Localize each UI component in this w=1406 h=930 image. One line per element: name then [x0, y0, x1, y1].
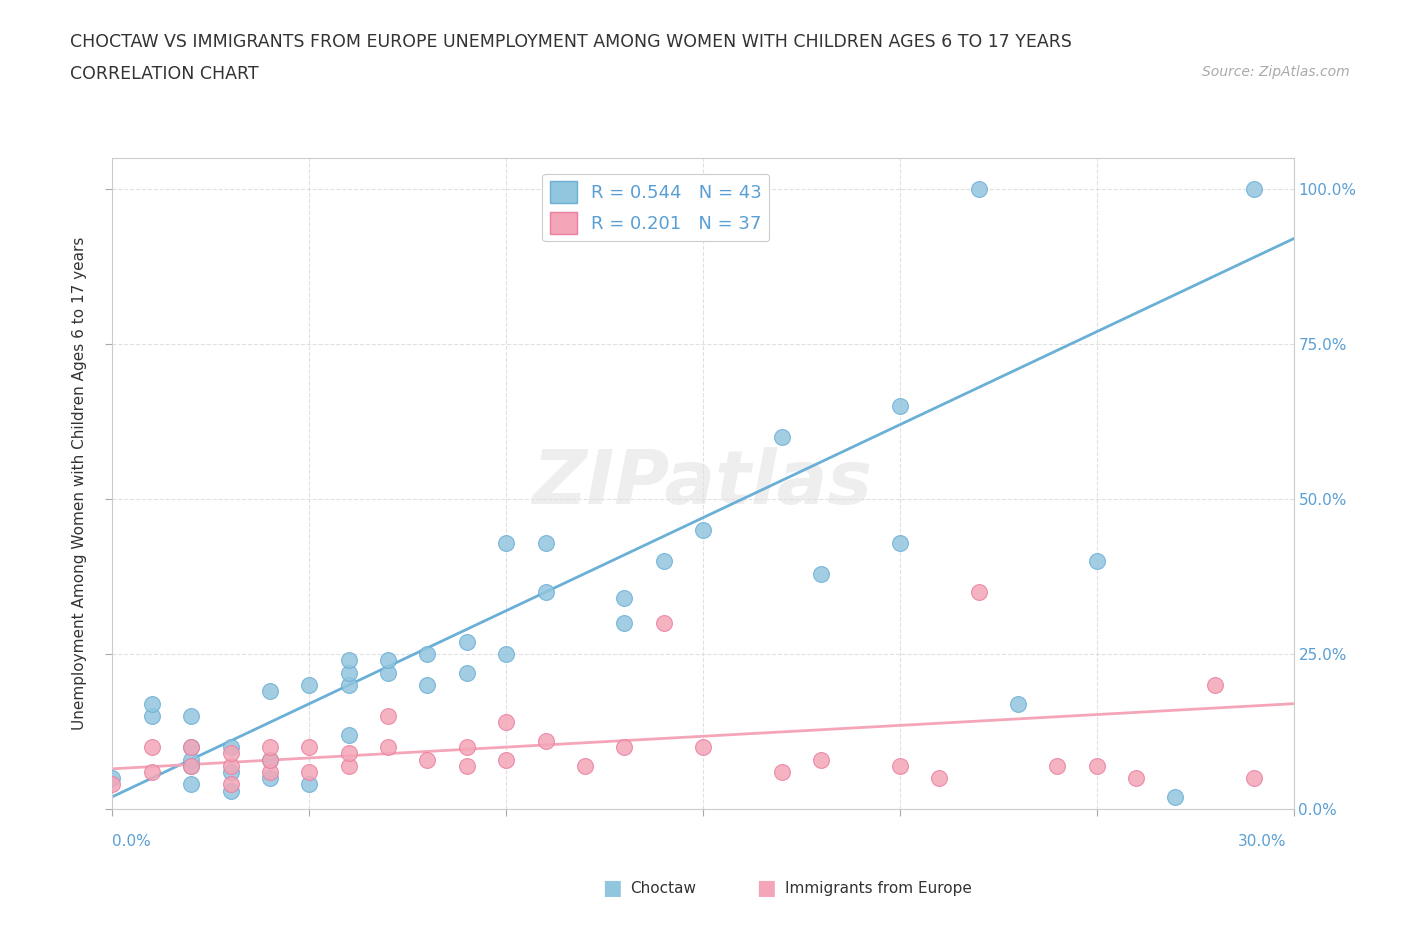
- Text: Immigrants from Europe: Immigrants from Europe: [785, 881, 972, 896]
- Point: [495, 715, 517, 730]
- Text: Choctaw: Choctaw: [630, 881, 696, 896]
- Point: [613, 739, 636, 754]
- Point: [1243, 181, 1265, 196]
- Point: [1164, 790, 1187, 804]
- Point: [889, 399, 911, 414]
- Point: [180, 758, 202, 773]
- Point: [1046, 758, 1069, 773]
- Point: [1125, 771, 1147, 786]
- Point: [810, 752, 832, 767]
- Point: [1204, 678, 1226, 693]
- Point: [770, 430, 793, 445]
- Point: [692, 739, 714, 754]
- Point: [377, 739, 399, 754]
- Point: [416, 646, 439, 661]
- Point: [456, 665, 478, 680]
- Text: CHOCTAW VS IMMIGRANTS FROM EUROPE UNEMPLOYMENT AMONG WOMEN WITH CHILDREN AGES 6 : CHOCTAW VS IMMIGRANTS FROM EUROPE UNEMPL…: [70, 33, 1073, 50]
- Point: [495, 646, 517, 661]
- Point: [1085, 758, 1108, 773]
- Point: [298, 739, 321, 754]
- Point: [180, 758, 202, 773]
- Point: [534, 535, 557, 550]
- Y-axis label: Unemployment Among Women with Children Ages 6 to 17 years: Unemployment Among Women with Children A…: [72, 237, 87, 730]
- Point: [810, 566, 832, 581]
- Point: [141, 739, 163, 754]
- Point: [889, 535, 911, 550]
- Text: 0.0%: 0.0%: [112, 834, 152, 849]
- Point: [377, 665, 399, 680]
- Text: CORRELATION CHART: CORRELATION CHART: [70, 65, 259, 83]
- Point: [928, 771, 950, 786]
- Point: [534, 585, 557, 600]
- Point: [219, 758, 242, 773]
- Point: [219, 739, 242, 754]
- Point: [1007, 697, 1029, 711]
- Point: [219, 764, 242, 779]
- Point: [377, 709, 399, 724]
- Point: [692, 523, 714, 538]
- Text: 30.0%: 30.0%: [1239, 834, 1286, 849]
- Point: [770, 764, 793, 779]
- Point: [1085, 553, 1108, 568]
- Point: [259, 764, 281, 779]
- Point: [259, 752, 281, 767]
- Point: [101, 777, 124, 791]
- Point: [180, 739, 202, 754]
- Point: [613, 591, 636, 605]
- Point: [141, 709, 163, 724]
- Point: [456, 634, 478, 649]
- Point: [495, 752, 517, 767]
- Point: [298, 764, 321, 779]
- Point: [652, 553, 675, 568]
- Point: [259, 771, 281, 786]
- Point: [456, 758, 478, 773]
- Point: [259, 739, 281, 754]
- Point: [337, 653, 360, 668]
- Point: [180, 752, 202, 767]
- Text: ■: ■: [602, 878, 621, 898]
- Point: [101, 771, 124, 786]
- Point: [337, 678, 360, 693]
- Text: ■: ■: [756, 878, 776, 898]
- Point: [967, 585, 990, 600]
- Point: [613, 616, 636, 631]
- Point: [337, 727, 360, 742]
- Point: [416, 678, 439, 693]
- Point: [259, 684, 281, 698]
- Point: [495, 535, 517, 550]
- Point: [967, 181, 990, 196]
- Point: [259, 752, 281, 767]
- Point: [180, 709, 202, 724]
- Point: [416, 752, 439, 767]
- Point: [337, 746, 360, 761]
- Text: Source: ZipAtlas.com: Source: ZipAtlas.com: [1202, 65, 1350, 79]
- Point: [337, 758, 360, 773]
- Text: ZIPatlas: ZIPatlas: [533, 447, 873, 520]
- Point: [141, 697, 163, 711]
- Point: [1243, 771, 1265, 786]
- Point: [377, 653, 399, 668]
- Point: [574, 758, 596, 773]
- Legend: R = 0.544   N = 43, R = 0.201   N = 37: R = 0.544 N = 43, R = 0.201 N = 37: [543, 174, 769, 241]
- Point: [180, 777, 202, 791]
- Point: [534, 734, 557, 749]
- Point: [652, 616, 675, 631]
- Point: [219, 777, 242, 791]
- Point: [456, 739, 478, 754]
- Point: [219, 746, 242, 761]
- Point: [141, 764, 163, 779]
- Point: [298, 678, 321, 693]
- Point: [337, 665, 360, 680]
- Point: [889, 758, 911, 773]
- Point: [298, 777, 321, 791]
- Point: [219, 783, 242, 798]
- Point: [180, 739, 202, 754]
